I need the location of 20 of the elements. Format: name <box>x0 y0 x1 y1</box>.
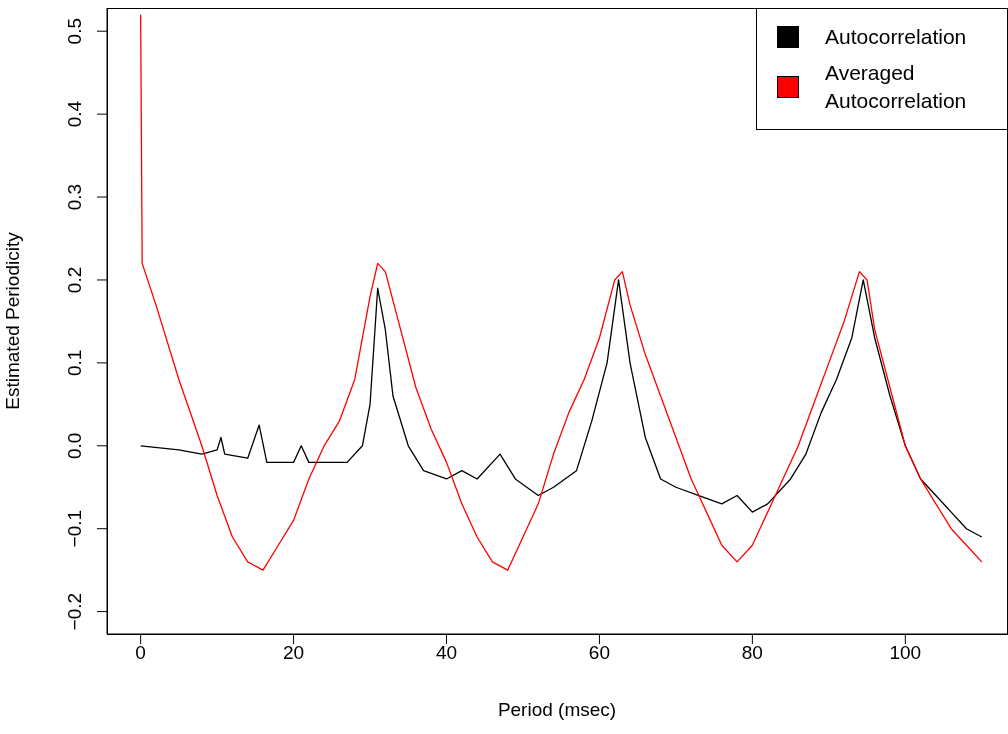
y-tick-label: 0.2 <box>64 266 85 294</box>
line-series <box>140 279 983 538</box>
x-tick-label: 80 <box>741 642 763 664</box>
legend-label: Averaged Autocorrelation <box>825 60 968 114</box>
y-axis-title: Estimated Periodicity <box>1 231 23 410</box>
y-tick-label: 0.5 <box>64 18 85 45</box>
y-tick-label: 0.0 <box>64 432 85 459</box>
x-tick-label: 60 <box>588 642 611 664</box>
line-series <box>140 13 983 571</box>
y-tick-label: 0.4 <box>64 100 85 128</box>
x-tick-label: 100 <box>889 642 922 664</box>
legend-label: Autocorrelation <box>825 24 968 50</box>
x-tick-label: 0 <box>135 642 146 664</box>
y-tick-label: 0.1 <box>64 349 85 377</box>
x-axis-title: Period (msec) <box>497 699 617 720</box>
y-tick-label: 0.3 <box>64 183 85 211</box>
x-tick-label: 20 <box>283 642 305 664</box>
y-tick-label: −0.1 <box>64 509 85 548</box>
x-tick-label: 40 <box>435 642 458 664</box>
y-tick-label: −0.2 <box>64 592 85 631</box>
